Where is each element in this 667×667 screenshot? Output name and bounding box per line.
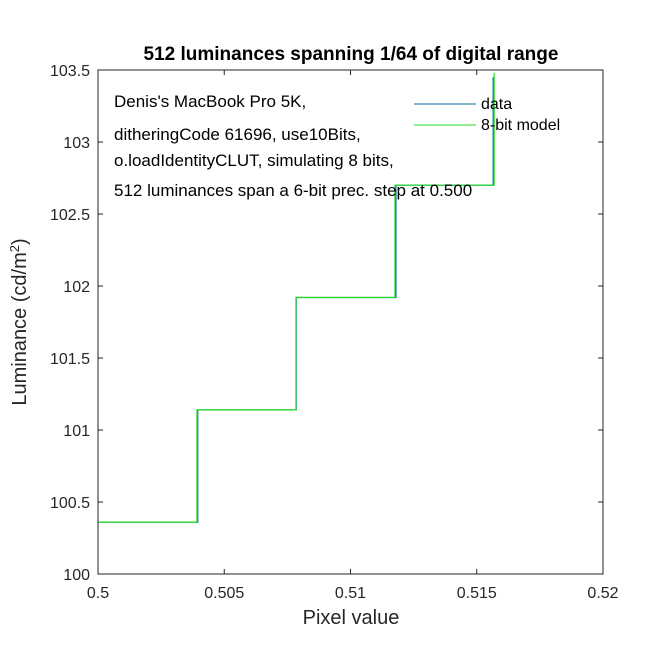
x-tick-label: 0.5	[87, 585, 109, 602]
y-tick-label: 101.5	[50, 351, 90, 368]
y-axis-label: Luminance (cd/m2)	[7, 238, 31, 405]
x-tick-label: 0.51	[335, 585, 366, 602]
plot-series	[98, 72, 495, 523]
series-line-8-bit-model	[98, 72, 495, 523]
y-tick-label: 101	[63, 423, 90, 440]
chart-title: 512 luminances spanning 1/64 of digital …	[144, 44, 559, 65]
annotation-line-2: ditheringCode 61696, use10Bits,	[114, 125, 361, 144]
legend-label-8-bit-model: 8-bit model	[481, 117, 560, 134]
x-ticks: 0.5 0.505 0.51 0.515 0.52	[87, 70, 619, 602]
y-tick-label: 100.5	[50, 495, 90, 512]
annotation-line-1: Denis's MacBook Pro 5K,	[114, 92, 306, 111]
y-tick-label: 103	[63, 135, 90, 152]
x-axis-label: Pixel value	[303, 607, 400, 629]
y-axis-label-close: )	[9, 238, 31, 245]
y-tick-label: 103.5	[50, 63, 90, 80]
y-ticks: 100 100.5 101 101.5 102 102.5 103 103.5	[50, 63, 603, 584]
legend-label-data: data	[481, 96, 512, 113]
annotation-line-3: o.loadIdentityCLUT, simulating 8 bits,	[114, 151, 394, 170]
annotation: Denis's MacBook Pro 5K, ditheringCode 61…	[114, 92, 472, 200]
y-tick-label: 102.5	[50, 207, 90, 224]
x-tick-label: 0.52	[587, 585, 618, 602]
y-axis-label-superscript: 2	[7, 245, 22, 252]
legend: data 8-bit model	[414, 96, 560, 134]
y-tick-label: 102	[63, 279, 90, 296]
y-axis-label-main: Luminance (cd/m	[9, 252, 31, 405]
y-tick-label: 100	[63, 567, 90, 584]
x-tick-label: 0.515	[457, 585, 497, 602]
x-tick-label: 0.505	[204, 585, 244, 602]
annotation-line-4: 512 luminances span a 6-bit prec. step a…	[114, 181, 472, 200]
